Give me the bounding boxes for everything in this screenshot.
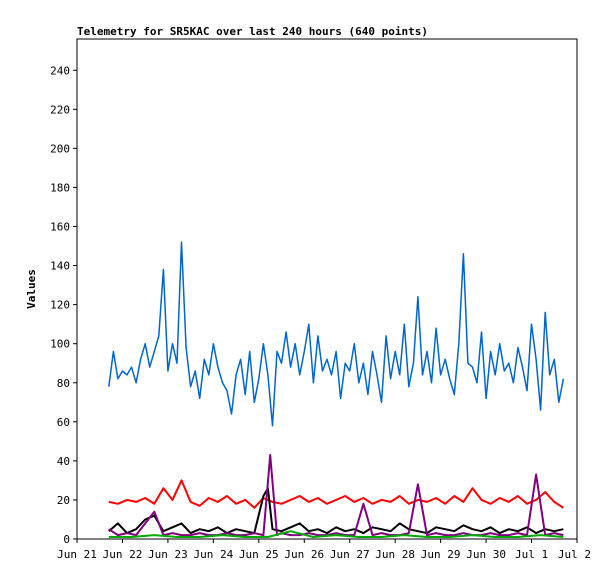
x-tick-label: Jun 28 [375, 548, 415, 561]
x-axis-ticks: Jun 21 Jun 22 Jun 23 Jun 24 Jun 25 Jun 26 Jun … [57, 539, 591, 561]
series-line-4 [108, 454, 564, 537]
x-tick-label: Jun 24 [193, 548, 233, 561]
y-tick-label: 160 [50, 221, 70, 234]
x-tick-label: Jul 2 [558, 548, 591, 561]
y-tick-label: 20 [57, 494, 70, 507]
x-tick-label: Jun 30 [466, 548, 506, 561]
x-tick-label: Jun 26 [284, 548, 324, 561]
y-tick-label: 60 [57, 416, 70, 429]
y-tick-label: 240 [50, 64, 70, 77]
y-tick-label: 100 [50, 338, 70, 351]
x-tick-label: Jun 23 [148, 548, 188, 561]
chart-title: Telemetry for SR5KAC over last 240 hours… [77, 25, 428, 38]
series-line-1 [108, 241, 565, 427]
series-line-3 [108, 487, 564, 535]
series-line-5 [108, 530, 564, 538]
y-tick-label: 180 [50, 181, 70, 194]
y-tick-label: 200 [50, 142, 70, 155]
x-tick-label: Jul 1 [515, 548, 548, 561]
x-tick-label: Jun 22 [103, 548, 143, 561]
series-group [108, 241, 565, 538]
x-tick-label: Jun 25 [239, 548, 279, 561]
y-axis-label: Values [25, 269, 38, 309]
plot-area [76, 38, 578, 540]
y-tick-label: 80 [57, 377, 70, 390]
x-tick-label: Jun 27 [330, 548, 370, 561]
y-tick-label: 0 [63, 533, 70, 546]
y-tick-label: 220 [50, 103, 70, 116]
y-axis-ticks: 0 20 40 60 80 100 120 140 160 180 200 220 240 [50, 64, 77, 546]
y-tick-label: 120 [50, 299, 70, 312]
x-tick-label: Jun 21 [57, 548, 97, 561]
x-tick-label: Jun 29 [421, 548, 461, 561]
y-tick-label: 140 [50, 260, 70, 273]
y-tick-label: 40 [57, 455, 70, 468]
series-line-2 [108, 479, 564, 509]
